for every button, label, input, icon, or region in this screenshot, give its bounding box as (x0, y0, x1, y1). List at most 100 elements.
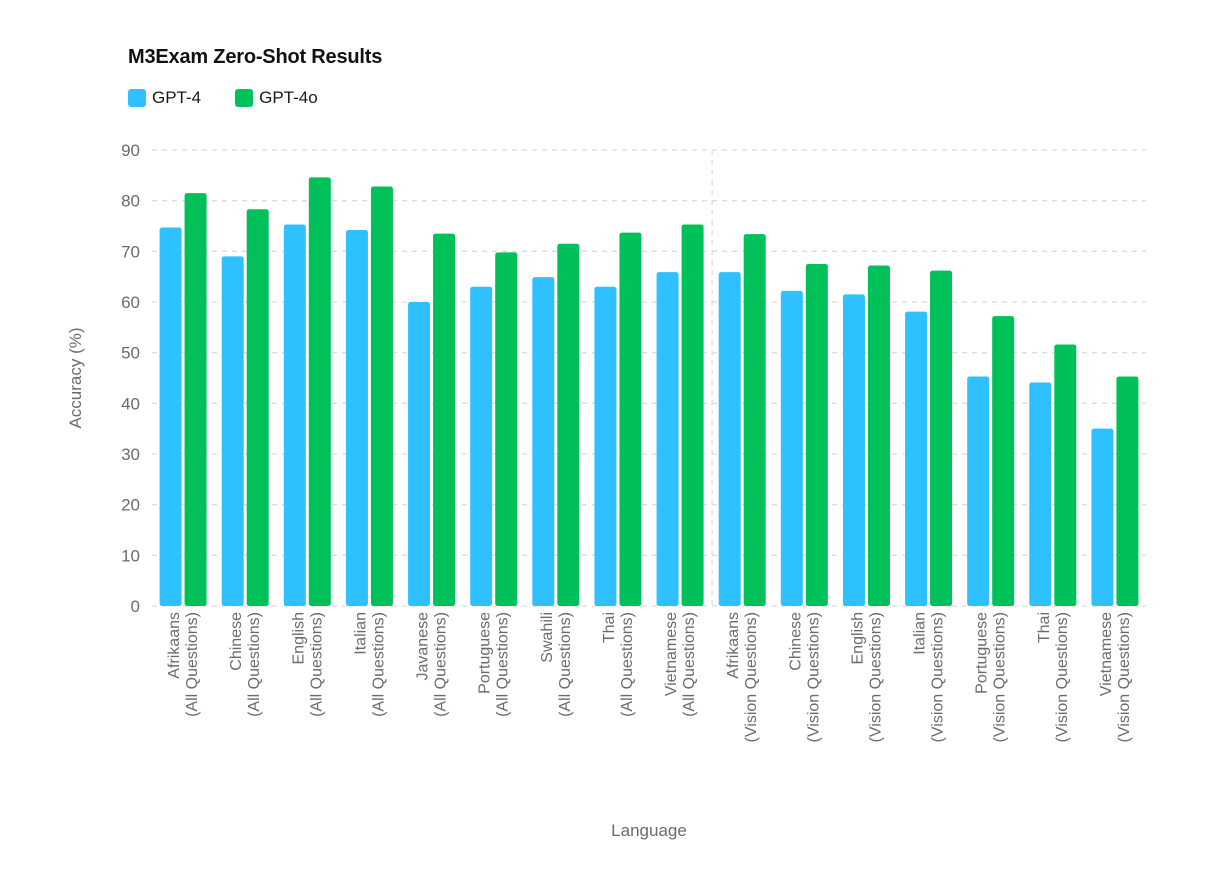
y-tick-label: 10 (121, 546, 140, 565)
x-tick-label: Thai (Vision Questions) (1036, 612, 1071, 742)
x-tick-label-line1: Vietnamese (663, 612, 680, 696)
x-tick-label-line2: (Vision Questions) (1054, 612, 1071, 742)
x-tick-label-line2: (Vision Questions) (743, 612, 760, 742)
bar-gpt-4-5[interactable] (470, 286, 493, 606)
bar-gpt-4o-10[interactable] (805, 264, 828, 606)
x-tick-label: Swahili (All Questions) (539, 612, 574, 717)
y-tick-label: 80 (121, 192, 140, 211)
gridlines (152, 149, 1146, 607)
bars (159, 177, 1139, 607)
y-tick-label: 30 (121, 445, 140, 464)
x-tick-label: Italian (Vision Questions) (912, 612, 947, 742)
chart-title: M3Exam Zero-Shot Results (128, 46, 383, 68)
bar-gpt-4-15[interactable] (1091, 428, 1114, 606)
y-tick-label: 50 (121, 344, 140, 363)
x-tick-label: Portuguese (Vision Questions) (974, 612, 1009, 743)
x-tick-label-line1: Javanese (415, 612, 432, 681)
x-tick-label: Afrikaans (All Questions) (166, 612, 201, 717)
x-tick-label-line2: (All Questions) (495, 612, 512, 717)
bar-gpt-4-6[interactable] (532, 277, 555, 606)
x-tick-label: English (All Questions) (290, 612, 325, 717)
y-tick-label: 60 (121, 293, 140, 312)
x-tick-label: English (Vision Questions) (849, 612, 884, 742)
y-tick-label: 40 (121, 394, 140, 413)
x-tick-label-line1: Portuguese (477, 612, 494, 694)
bar-gpt-4o-5[interactable] (495, 252, 518, 606)
y-axis-ticks: 0 10 20 30 40 50 60 70 80 90 (121, 141, 140, 616)
legend-label-gpt4o: GPT-4o (259, 88, 318, 107)
x-tick-label: Chinese (Vision Questions) (787, 612, 822, 743)
x-tick-label-line1: Chinese (787, 612, 804, 671)
x-tick-label-line1: Italian (912, 612, 929, 655)
y-tick-label: 90 (121, 141, 140, 160)
y-tick-label: 20 (121, 496, 140, 515)
bar-gpt-4-9[interactable] (718, 272, 741, 606)
x-axis-ticks: Afrikaans (All Questions) Chinese (All Ques… (166, 612, 1133, 743)
x-tick-label-line2: (All Questions) (308, 612, 325, 717)
x-tick-label: Vietnamese (Vision Questions) (1098, 612, 1133, 743)
y-tick-label: 0 (131, 597, 140, 616)
bar-gpt-4-11[interactable] (842, 294, 865, 606)
bar-gpt-4o-2[interactable] (308, 177, 331, 607)
x-tick-label: Vietnamese (All Questions) (663, 612, 698, 717)
x-tick-label-line2: (All Questions) (184, 612, 201, 717)
x-tick-label-line1: Thai (1036, 612, 1053, 643)
legend: GPT-4 GPT-4o (128, 88, 352, 108)
x-tick-label-line1: Thai (601, 612, 618, 643)
bar-gpt-4-1[interactable] (221, 256, 244, 606)
x-tick-label-line1: English (849, 612, 866, 664)
bar-gpt-4o-6[interactable] (557, 243, 580, 606)
bar-gpt-4-4[interactable] (408, 302, 431, 606)
bar-gpt-4o-12[interactable] (930, 270, 953, 606)
bar-gpt-4o-15[interactable] (1116, 376, 1139, 606)
bar-gpt-4o-13[interactable] (992, 316, 1015, 606)
bar-gpt-4-7[interactable] (594, 286, 617, 606)
y-tick-label: 70 (121, 242, 140, 261)
legend-swatch-gpt4 (128, 89, 146, 107)
bar-gpt-4-8[interactable] (656, 272, 679, 606)
bar-gpt-4-0[interactable] (159, 227, 182, 606)
x-tick-label-line2: (All Questions) (619, 612, 636, 717)
legend-item-gpt4o[interactable]: GPT-4o (235, 88, 318, 108)
bar-gpt-4-14[interactable] (1029, 382, 1052, 606)
bar-gpt-4o-3[interactable] (370, 186, 393, 607)
x-tick-label-line1: Portuguese (974, 612, 991, 694)
bar-gpt-4o-7[interactable] (619, 232, 642, 606)
bar-gpt-4-3[interactable] (345, 230, 368, 606)
x-tick-label-line1: Vietnamese (1098, 612, 1115, 696)
bar-gpt-4o-0[interactable] (184, 193, 207, 607)
bar-gpt-4o-11[interactable] (867, 265, 890, 606)
x-tick-label-line1: English (290, 612, 307, 664)
x-tick-label-line2: (All Questions) (681, 612, 698, 717)
x-tick-label: Chinese (All Questions) (228, 612, 263, 717)
x-axis-label: Language (611, 821, 687, 840)
bar-gpt-4o-14[interactable] (1054, 344, 1077, 606)
x-tick-label: Italian (All Questions) (352, 612, 387, 717)
x-tick-label-line1: Afrikaans (166, 612, 183, 679)
x-tick-label-line2: (Vision Questions) (1116, 612, 1133, 742)
x-tick-label-line2: (All Questions) (370, 612, 387, 717)
x-tick-label-line2: (Vision Questions) (992, 612, 1009, 742)
x-tick-label-line1: Swahili (539, 612, 556, 663)
x-tick-label-line2: (Vision Questions) (805, 612, 822, 742)
bar-gpt-4-12[interactable] (905, 311, 928, 606)
x-tick-label-line1: Italian (352, 612, 369, 655)
x-tick-label-line2: (Vision Questions) (867, 612, 884, 742)
bar-gpt-4-13[interactable] (967, 376, 990, 606)
bar-gpt-4o-1[interactable] (246, 209, 269, 606)
bar-gpt-4o-8[interactable] (681, 224, 704, 607)
x-tick-label-line2: (All Questions) (557, 612, 574, 717)
x-tick-label-line2: (Vision Questions) (930, 612, 947, 742)
x-tick-label-line1: Chinese (228, 612, 245, 671)
legend-item-gpt4[interactable]: GPT-4 (128, 88, 201, 108)
legend-swatch-gpt4o (235, 89, 254, 107)
x-tick-label-line1: Afrikaans (725, 612, 742, 679)
bar-gpt-4o-9[interactable] (743, 234, 766, 606)
bar-gpt-4-2[interactable] (283, 224, 306, 607)
bar-gpt-4o-4[interactable] (433, 233, 456, 606)
bar-gpt-4-10[interactable] (780, 290, 803, 606)
legend-label-gpt4: GPT-4 (152, 88, 202, 107)
x-tick-label-line2: (All Questions) (246, 612, 263, 717)
x-tick-label: Thai (All Questions) (601, 612, 636, 717)
